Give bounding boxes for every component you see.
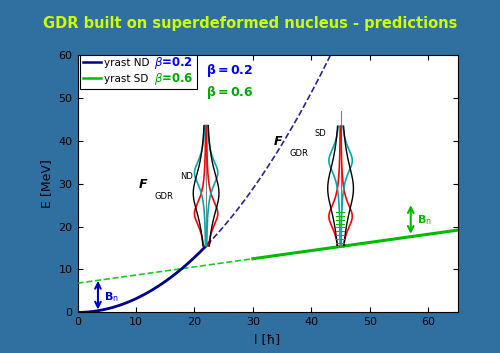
Bar [80, 55, 198, 89]
Text: yrast ND: yrast ND [104, 58, 150, 68]
Text: SD: SD [314, 129, 326, 138]
X-axis label: l [ħ]: l [ħ] [254, 333, 280, 346]
Text: GDR built on superdeformed nucleus - predictions: GDR built on superdeformed nucleus - pre… [43, 16, 457, 31]
Text: yrast SD: yrast SD [104, 74, 148, 84]
Text: $\mathbf{\beta=0.2}$: $\mathbf{\beta=0.2}$ [206, 62, 253, 79]
Text: $\beta$=0.2: $\beta$=0.2 [154, 55, 192, 71]
Text: F: F [139, 178, 147, 191]
Text: $\mathbf{\beta=0.6}$: $\mathbf{\beta=0.6}$ [206, 84, 254, 101]
Text: $\beta$=0.6: $\beta$=0.6 [154, 71, 193, 87]
Text: GDR: GDR [154, 192, 174, 201]
Text: B$_{\rm n}$: B$_{\rm n}$ [104, 291, 119, 304]
Text: F: F [274, 135, 282, 148]
Text: ND: ND [180, 172, 192, 181]
Text: B$_{\rm n}$: B$_{\rm n}$ [416, 213, 432, 227]
Text: GDR: GDR [289, 149, 308, 158]
Y-axis label: E [MeV]: E [MeV] [40, 159, 53, 208]
